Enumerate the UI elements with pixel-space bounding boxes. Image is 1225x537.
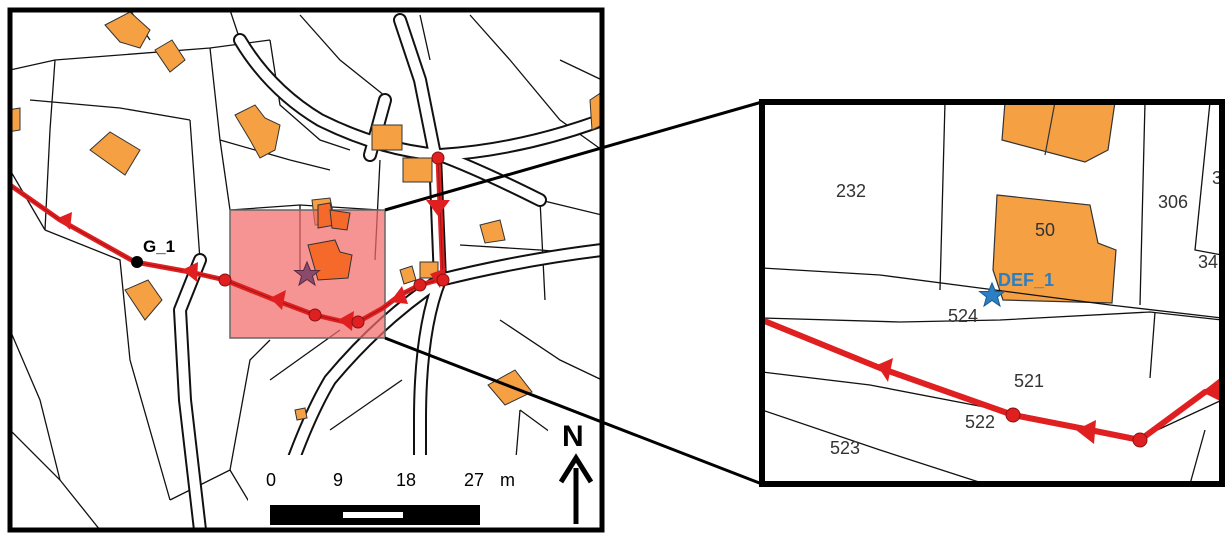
inset-route-arrow	[877, 358, 893, 382]
parcel-521: 521	[1014, 371, 1044, 391]
north-arrow: N	[548, 410, 602, 530]
route-arrow	[58, 212, 72, 230]
scale-unit: m	[500, 470, 515, 490]
parcel-523: 523	[830, 438, 860, 458]
main-map-frame	[7, 7, 605, 533]
inset-map[interactable]: DEF_1 232 50 306 524 521 522 523 3 34	[759, 99, 1225, 487]
route-arrow	[390, 286, 408, 304]
inset-connectors	[384, 100, 763, 486]
parcel-522: 522	[965, 412, 995, 432]
inset-map-frame	[759, 99, 1225, 487]
inset-buildings	[992, 102, 1117, 304]
route-arrow	[270, 290, 286, 310]
scale-tick-27: 27	[464, 470, 484, 490]
main-map[interactable]: G_1 0 9 18 27 m N	[7, 7, 605, 535]
route-arrow	[338, 311, 354, 331]
north-label: N	[562, 420, 584, 453]
parcel-34-partial: 34	[1198, 252, 1218, 272]
defect-star-inset[interactable]	[978, 281, 1006, 308]
defect-star-main[interactable]	[293, 260, 321, 287]
inset-route	[762, 317, 1222, 448]
gps-point-label: G_1	[143, 237, 175, 256]
parcel-232: 232	[836, 181, 866, 201]
inset-route-vertex	[1005, 407, 1021, 423]
inset-route-arrow	[1076, 420, 1096, 444]
scale-tick-0: 0	[266, 470, 276, 490]
defect-label: DEF_1	[998, 270, 1054, 290]
inset-route-vertex	[1132, 432, 1148, 448]
gps-point-g1[interactable]	[131, 256, 143, 268]
parcel-50: 50	[1035, 220, 1055, 240]
highlighted-buildings	[307, 202, 353, 281]
parcel-306: 306	[1158, 192, 1188, 212]
parcel-3-partial: 3	[1212, 168, 1222, 188]
scale-tick-9: 9	[333, 470, 343, 490]
parcel-numbers: 232 50 306 524 521 522 523 3 34	[830, 168, 1222, 458]
route-vertices	[218, 151, 450, 329]
route-arrow	[426, 200, 450, 216]
route	[10, 151, 450, 331]
parcel-524: 524	[948, 306, 978, 326]
route-arrow	[182, 262, 198, 282]
scale-tick-18: 18	[396, 470, 416, 490]
scale-bar: 0 9 18 27 m	[248, 455, 548, 530]
inset-route-arrow	[1202, 378, 1222, 402]
